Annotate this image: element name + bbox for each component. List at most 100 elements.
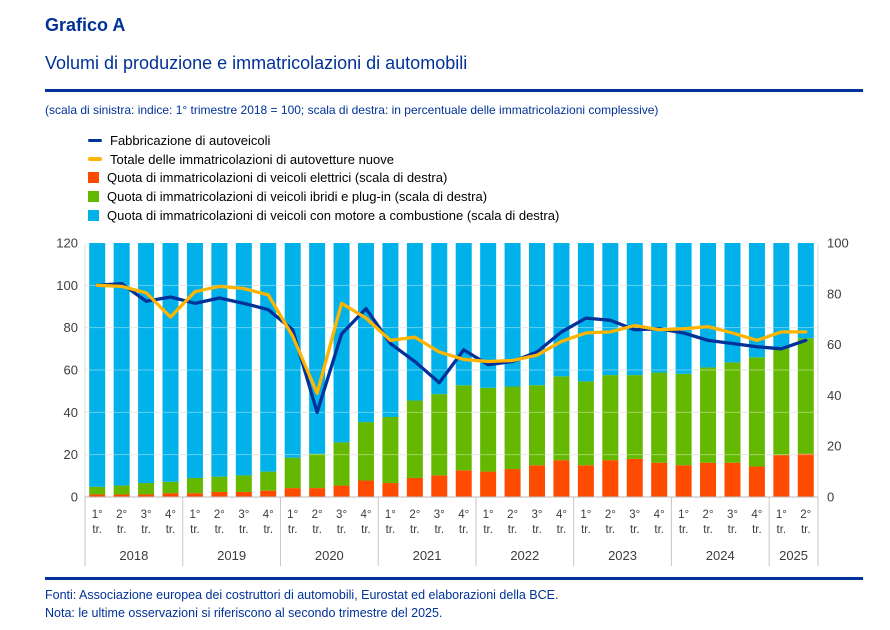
bar-segment bbox=[431, 243, 448, 395]
quarter-suffix-label: tr. bbox=[288, 524, 298, 536]
bar-segment bbox=[431, 394, 448, 476]
bar-segment bbox=[284, 488, 301, 497]
quarter-suffix-label: tr. bbox=[263, 524, 273, 536]
legend-line-swatch-icon bbox=[88, 157, 102, 161]
bar-segment bbox=[186, 477, 203, 494]
legend-item: Quota di immatricolazioni di veicoli con… bbox=[88, 206, 559, 225]
quarter-label: 1° bbox=[189, 509, 200, 521]
bar-segment bbox=[284, 457, 301, 489]
bar-segment bbox=[577, 381, 594, 466]
quarter-suffix-label: tr. bbox=[215, 524, 225, 536]
bar-segment bbox=[455, 470, 472, 497]
bar-segment bbox=[211, 243, 228, 477]
bar-segment bbox=[675, 465, 692, 497]
quarter-suffix-label: tr. bbox=[777, 524, 787, 536]
quarter-suffix-label: tr. bbox=[410, 524, 420, 536]
year-label: 2018 bbox=[119, 548, 148, 563]
legend-label: Totale delle immatricolazioni di autovet… bbox=[110, 151, 394, 167]
registrations-line bbox=[95, 283, 808, 395]
bar-segment bbox=[113, 243, 130, 486]
right-tick-label: 80 bbox=[827, 286, 841, 301]
quarter-label: 1° bbox=[776, 509, 787, 521]
bar-segment bbox=[529, 243, 546, 386]
quarter-label: 1° bbox=[678, 509, 689, 521]
quarter-suffix-label: tr. bbox=[679, 524, 689, 536]
quarter-label: 1° bbox=[92, 509, 103, 521]
quarter-label: 1° bbox=[580, 509, 591, 521]
quarter-label: 4° bbox=[360, 509, 371, 521]
bar-segment bbox=[480, 243, 497, 388]
bar-segment bbox=[309, 453, 326, 489]
year-label: 2019 bbox=[217, 548, 246, 563]
quarter-suffix-label: tr. bbox=[117, 524, 127, 536]
bar-segment bbox=[773, 455, 790, 497]
quarter-suffix-label: tr. bbox=[141, 524, 151, 536]
legend-label: Quota di immatricolazioni di veicoli con… bbox=[107, 207, 560, 223]
bar-segment bbox=[382, 416, 399, 484]
chart-label: Grafico A bbox=[45, 15, 126, 35]
year-label: 2020 bbox=[315, 548, 344, 563]
bar-segment bbox=[651, 243, 668, 373]
quarter-label: 3° bbox=[238, 509, 249, 521]
footer-divider bbox=[45, 577, 863, 580]
bar-segment bbox=[455, 243, 472, 386]
quarter-suffix-label: tr. bbox=[166, 524, 176, 536]
quarter-label: 4° bbox=[556, 509, 567, 521]
bar-segment bbox=[748, 466, 765, 497]
quarter-suffix-label: tr. bbox=[92, 524, 102, 536]
bar-segment bbox=[357, 480, 374, 497]
bar-segment bbox=[382, 483, 399, 497]
legend-item: Quota di immatricolazioni di veicoli ele… bbox=[88, 168, 559, 187]
scale-note: (scala di sinistra: indice: 1° trimestre… bbox=[45, 103, 659, 117]
legend-item: Totale delle immatricolazioni di autovet… bbox=[88, 150, 559, 169]
production-line bbox=[95, 281, 808, 414]
bar-segment bbox=[773, 243, 790, 349]
right-axis-labels: 0 20 40 60 80 100 bbox=[827, 236, 849, 505]
year-label: 2023 bbox=[608, 548, 637, 563]
bar-segment bbox=[602, 460, 619, 497]
bar-segment bbox=[162, 493, 179, 497]
bar-segment bbox=[797, 338, 814, 454]
left-tick-label: 0 bbox=[71, 490, 78, 505]
bar-segment bbox=[700, 367, 717, 463]
source-note: Fonti: Associazione europea dei costrutt… bbox=[45, 588, 559, 602]
bar-segment bbox=[504, 469, 521, 497]
quarter-label: 1° bbox=[483, 509, 494, 521]
year-label: 2022 bbox=[510, 548, 539, 563]
bar-segment bbox=[700, 462, 717, 497]
bar-segment bbox=[724, 362, 741, 463]
quarter-label: 3° bbox=[532, 509, 543, 521]
bar-segment bbox=[577, 243, 594, 382]
header-divider bbox=[45, 89, 863, 92]
quarter-label: 4° bbox=[458, 509, 469, 521]
quarter-label: 2° bbox=[507, 509, 518, 521]
right-tick-label: 0 bbox=[827, 490, 834, 505]
right-tick-label: 60 bbox=[827, 337, 841, 352]
quarter-suffix-label: tr. bbox=[459, 524, 469, 536]
quarter-label: 3° bbox=[336, 509, 347, 521]
legend-line-swatch-icon bbox=[88, 138, 102, 143]
left-tick-label: 40 bbox=[64, 405, 78, 420]
page-title: Volumi di produzione e immatricolazioni … bbox=[45, 53, 468, 73]
bar-segment bbox=[138, 243, 155, 484]
bar-segment bbox=[333, 442, 350, 486]
bar-segment bbox=[577, 465, 594, 497]
quarter-suffix-label: tr. bbox=[239, 524, 249, 536]
quarter-suffix-label: tr. bbox=[434, 524, 444, 536]
quarter-label: 2° bbox=[116, 509, 127, 521]
quarter-suffix-label: tr. bbox=[508, 524, 518, 536]
bar-segment bbox=[504, 243, 521, 387]
legend-label: Quota di immatricolazioni di veicoli ele… bbox=[107, 170, 448, 186]
bar-segment bbox=[309, 243, 326, 454]
quarter-label: 3° bbox=[434, 509, 445, 521]
bar-segment bbox=[186, 243, 203, 478]
chart-area: 0 20 40 60 80 100 120 0 20 40 60 80 100 1° tr. 2° tr. 3° t… bbox=[0, 230, 890, 575]
bar-segment bbox=[138, 483, 155, 495]
bar-segment bbox=[675, 243, 692, 374]
bar-segment bbox=[651, 372, 668, 463]
plot-frame bbox=[84, 243, 819, 498]
bar-segment bbox=[748, 357, 765, 467]
bar-segment bbox=[162, 481, 179, 494]
bar-segment bbox=[406, 243, 423, 401]
